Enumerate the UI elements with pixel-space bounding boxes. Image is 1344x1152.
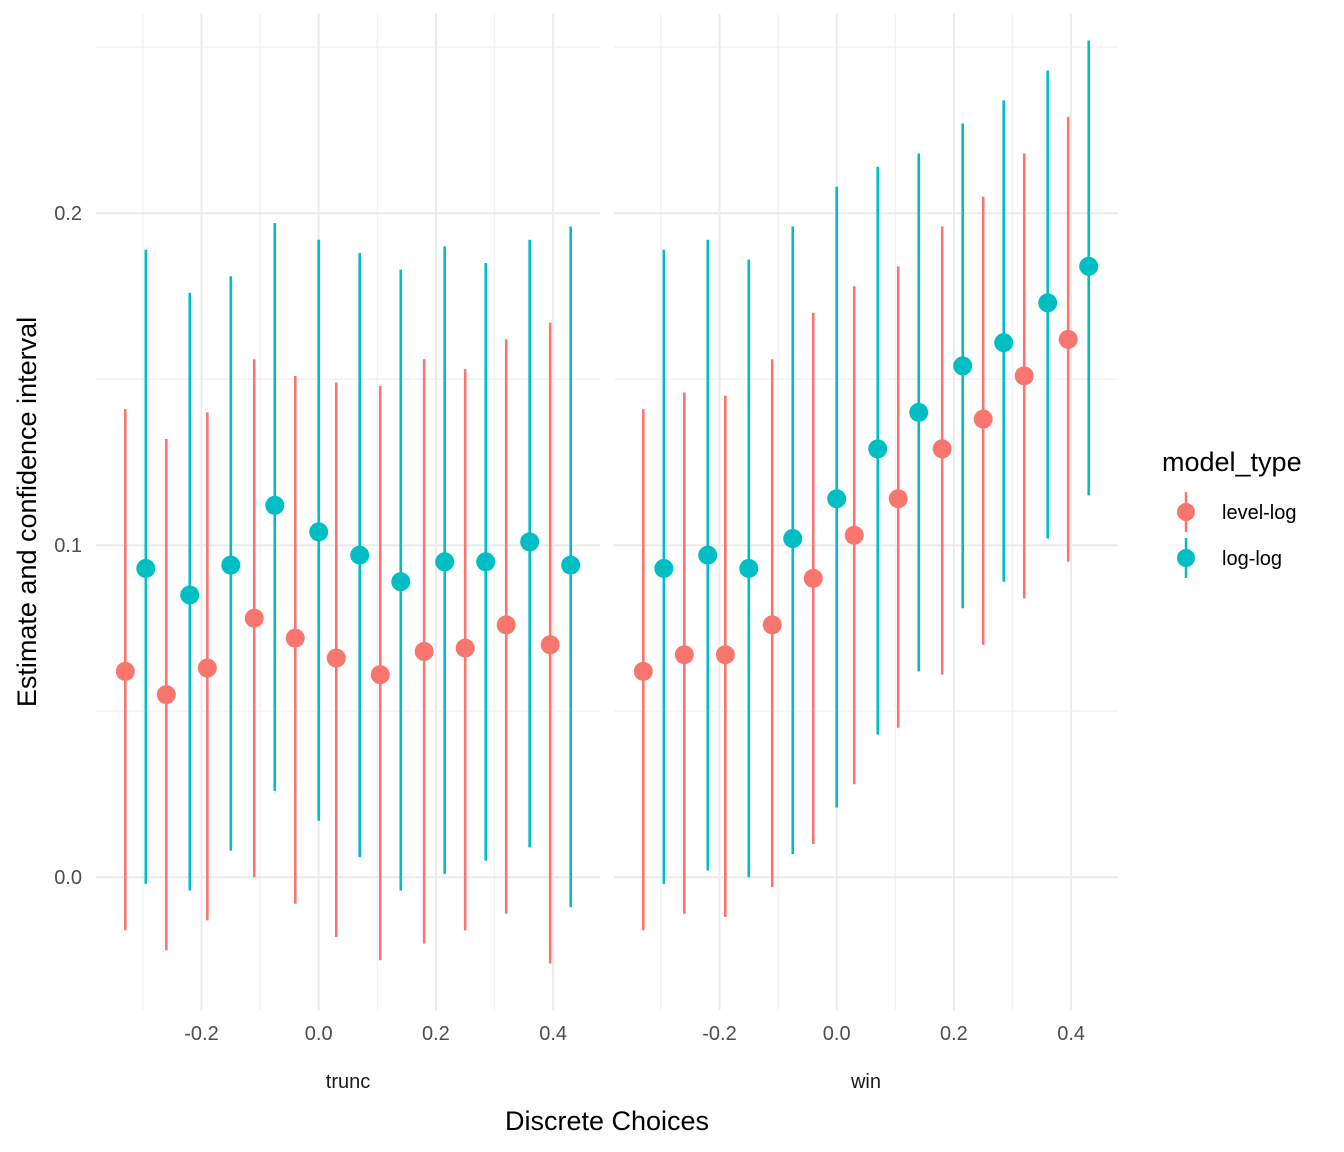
point-log-log — [136, 558, 156, 578]
panel-win: -0.2 0.0 0.2 0.4 win — [614, 14, 1118, 1093]
point-level-log — [326, 648, 346, 668]
panel-strip-label: win — [850, 1071, 881, 1093]
x-tick-label: 0.2 — [422, 1023, 450, 1045]
x-tick-label: 0.4 — [1057, 1023, 1085, 1045]
panel-marks — [633, 40, 1099, 931]
point-level-log — [156, 685, 176, 705]
legend-key-point — [1177, 549, 1195, 567]
point-level-log — [115, 661, 135, 681]
point-level-log — [455, 638, 475, 658]
point-level-log — [674, 645, 694, 665]
point-level-log — [414, 641, 434, 661]
point-level-log — [1058, 329, 1078, 349]
point-log-log — [391, 572, 411, 592]
point-level-log — [244, 608, 264, 628]
panel-trunc: -0.2 0.0 0.2 0.4 trunc — [96, 14, 600, 1093]
point-level-log — [496, 615, 516, 635]
legend-title: model_type — [1162, 447, 1302, 477]
legend-key-point — [1177, 503, 1195, 521]
legend-item-log-log: log-log — [1177, 538, 1282, 578]
point-level-log — [844, 525, 864, 545]
point-level-log — [888, 489, 908, 509]
legend-item-level-log: level-log — [1177, 492, 1296, 532]
point-level-log — [197, 658, 217, 678]
y-tick-label: 0.2 — [54, 203, 82, 225]
point-level-log — [540, 635, 560, 655]
point-log-log — [698, 545, 718, 565]
point-log-log — [739, 558, 759, 578]
x-tick-label: -0.2 — [184, 1023, 218, 1045]
point-log-log — [265, 495, 285, 515]
point-level-log — [285, 628, 305, 648]
y-tick-label: 0.1 — [54, 535, 82, 557]
point-level-log — [762, 615, 782, 635]
point-level-log — [370, 665, 390, 685]
point-log-log — [221, 555, 241, 575]
legend: model_type level-log log-log — [1162, 447, 1302, 578]
point-log-log — [953, 356, 973, 376]
point-log-log — [783, 529, 803, 549]
panel-grid — [96, 14, 600, 1010]
y-tick-label: 0.0 — [54, 867, 82, 889]
point-log-log — [476, 552, 496, 572]
point-level-log — [973, 409, 993, 429]
point-log-log — [520, 532, 540, 552]
point-log-log — [561, 555, 581, 575]
point-log-log — [868, 439, 888, 459]
panel-grid — [614, 14, 1118, 1010]
panel-marks — [115, 223, 581, 964]
panel-strip-label: trunc — [326, 1071, 370, 1093]
point-level-log — [803, 568, 823, 588]
x-axis-title: Discrete Choices — [505, 1106, 709, 1136]
point-log-log — [435, 552, 455, 572]
panels-layer: -0.2 0.0 0.2 0.4 trunc -0.2 0.0 0.2 0.4 win — [96, 14, 1118, 1093]
point-log-log — [1038, 293, 1058, 313]
point-log-log — [654, 558, 674, 578]
point-log-log — [180, 585, 200, 605]
x-tick-label: 0.2 — [940, 1023, 968, 1045]
point-log-log — [909, 402, 929, 422]
point-log-log — [1079, 256, 1099, 276]
point-log-log — [309, 522, 329, 542]
point-level-log — [932, 439, 952, 459]
point-log-log — [827, 489, 847, 509]
x-tick-label: 0.4 — [539, 1023, 567, 1045]
legend-label: log-log — [1222, 548, 1282, 570]
point-log-log — [350, 545, 370, 565]
legend-label: level-log — [1222, 502, 1296, 524]
point-level-log — [715, 645, 735, 665]
y-axis-title: Estimate and confidence interval — [12, 317, 42, 707]
point-level-log — [1014, 366, 1034, 386]
point-log-log — [994, 333, 1014, 353]
x-tick-label: 0.0 — [823, 1023, 851, 1045]
y-tick-labels: 0.0 0.1 0.2 — [54, 203, 82, 889]
x-tick-label: 0.0 — [305, 1023, 333, 1045]
point-level-log — [633, 661, 653, 681]
x-tick-label: -0.2 — [702, 1023, 736, 1045]
